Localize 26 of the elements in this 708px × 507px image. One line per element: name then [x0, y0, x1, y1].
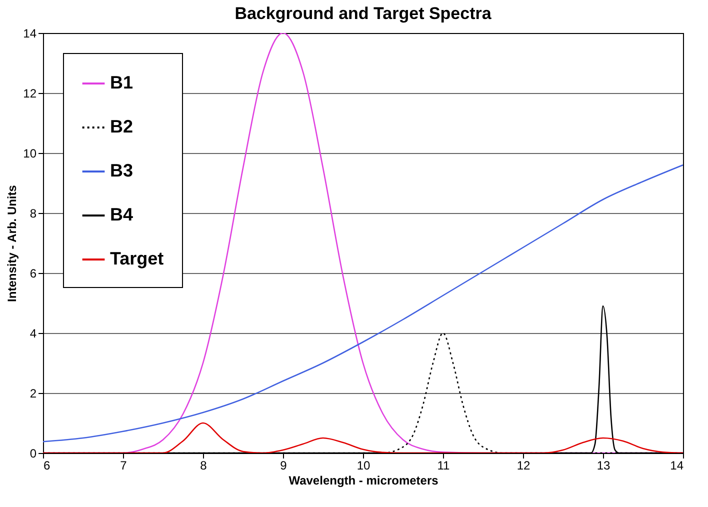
x-tick-label: 9: [280, 458, 288, 472]
y-axis-title: Intensity - Arb. Units: [5, 184, 20, 302]
y-tick-label: 14: [23, 26, 37, 40]
y-tick-label: 10: [23, 146, 37, 160]
legend-label: B1: [110, 72, 134, 92]
y-tick-label: 6: [30, 266, 37, 280]
line-series: [43, 422, 683, 453]
y-tick-label: 4: [30, 326, 37, 340]
x-tick-label: 10: [356, 458, 370, 472]
x-tick-label: 8: [200, 458, 208, 472]
y-tick-label: 0: [30, 446, 37, 460]
legend-label: B3: [110, 160, 134, 180]
chart-title: Background and Target Spectra: [234, 4, 492, 23]
x-tick-label: 14: [670, 458, 684, 472]
legend-label: B2: [110, 116, 134, 136]
x-tick-label: 6: [44, 458, 50, 472]
x-tick-label: 7: [120, 458, 128, 472]
x-axis-title: Wavelength - micrometers: [288, 474, 439, 488]
x-tick-label: 12: [516, 458, 530, 472]
legend-label: B4: [110, 204, 134, 224]
y-tick-label: 2: [30, 386, 37, 400]
y-tick-label: 12: [23, 86, 37, 100]
x-tick-label: 13: [596, 458, 610, 472]
x-tick-label: 11: [437, 458, 450, 472]
y-tick-label: 8: [30, 206, 37, 220]
legend-label: Target: [110, 248, 164, 268]
